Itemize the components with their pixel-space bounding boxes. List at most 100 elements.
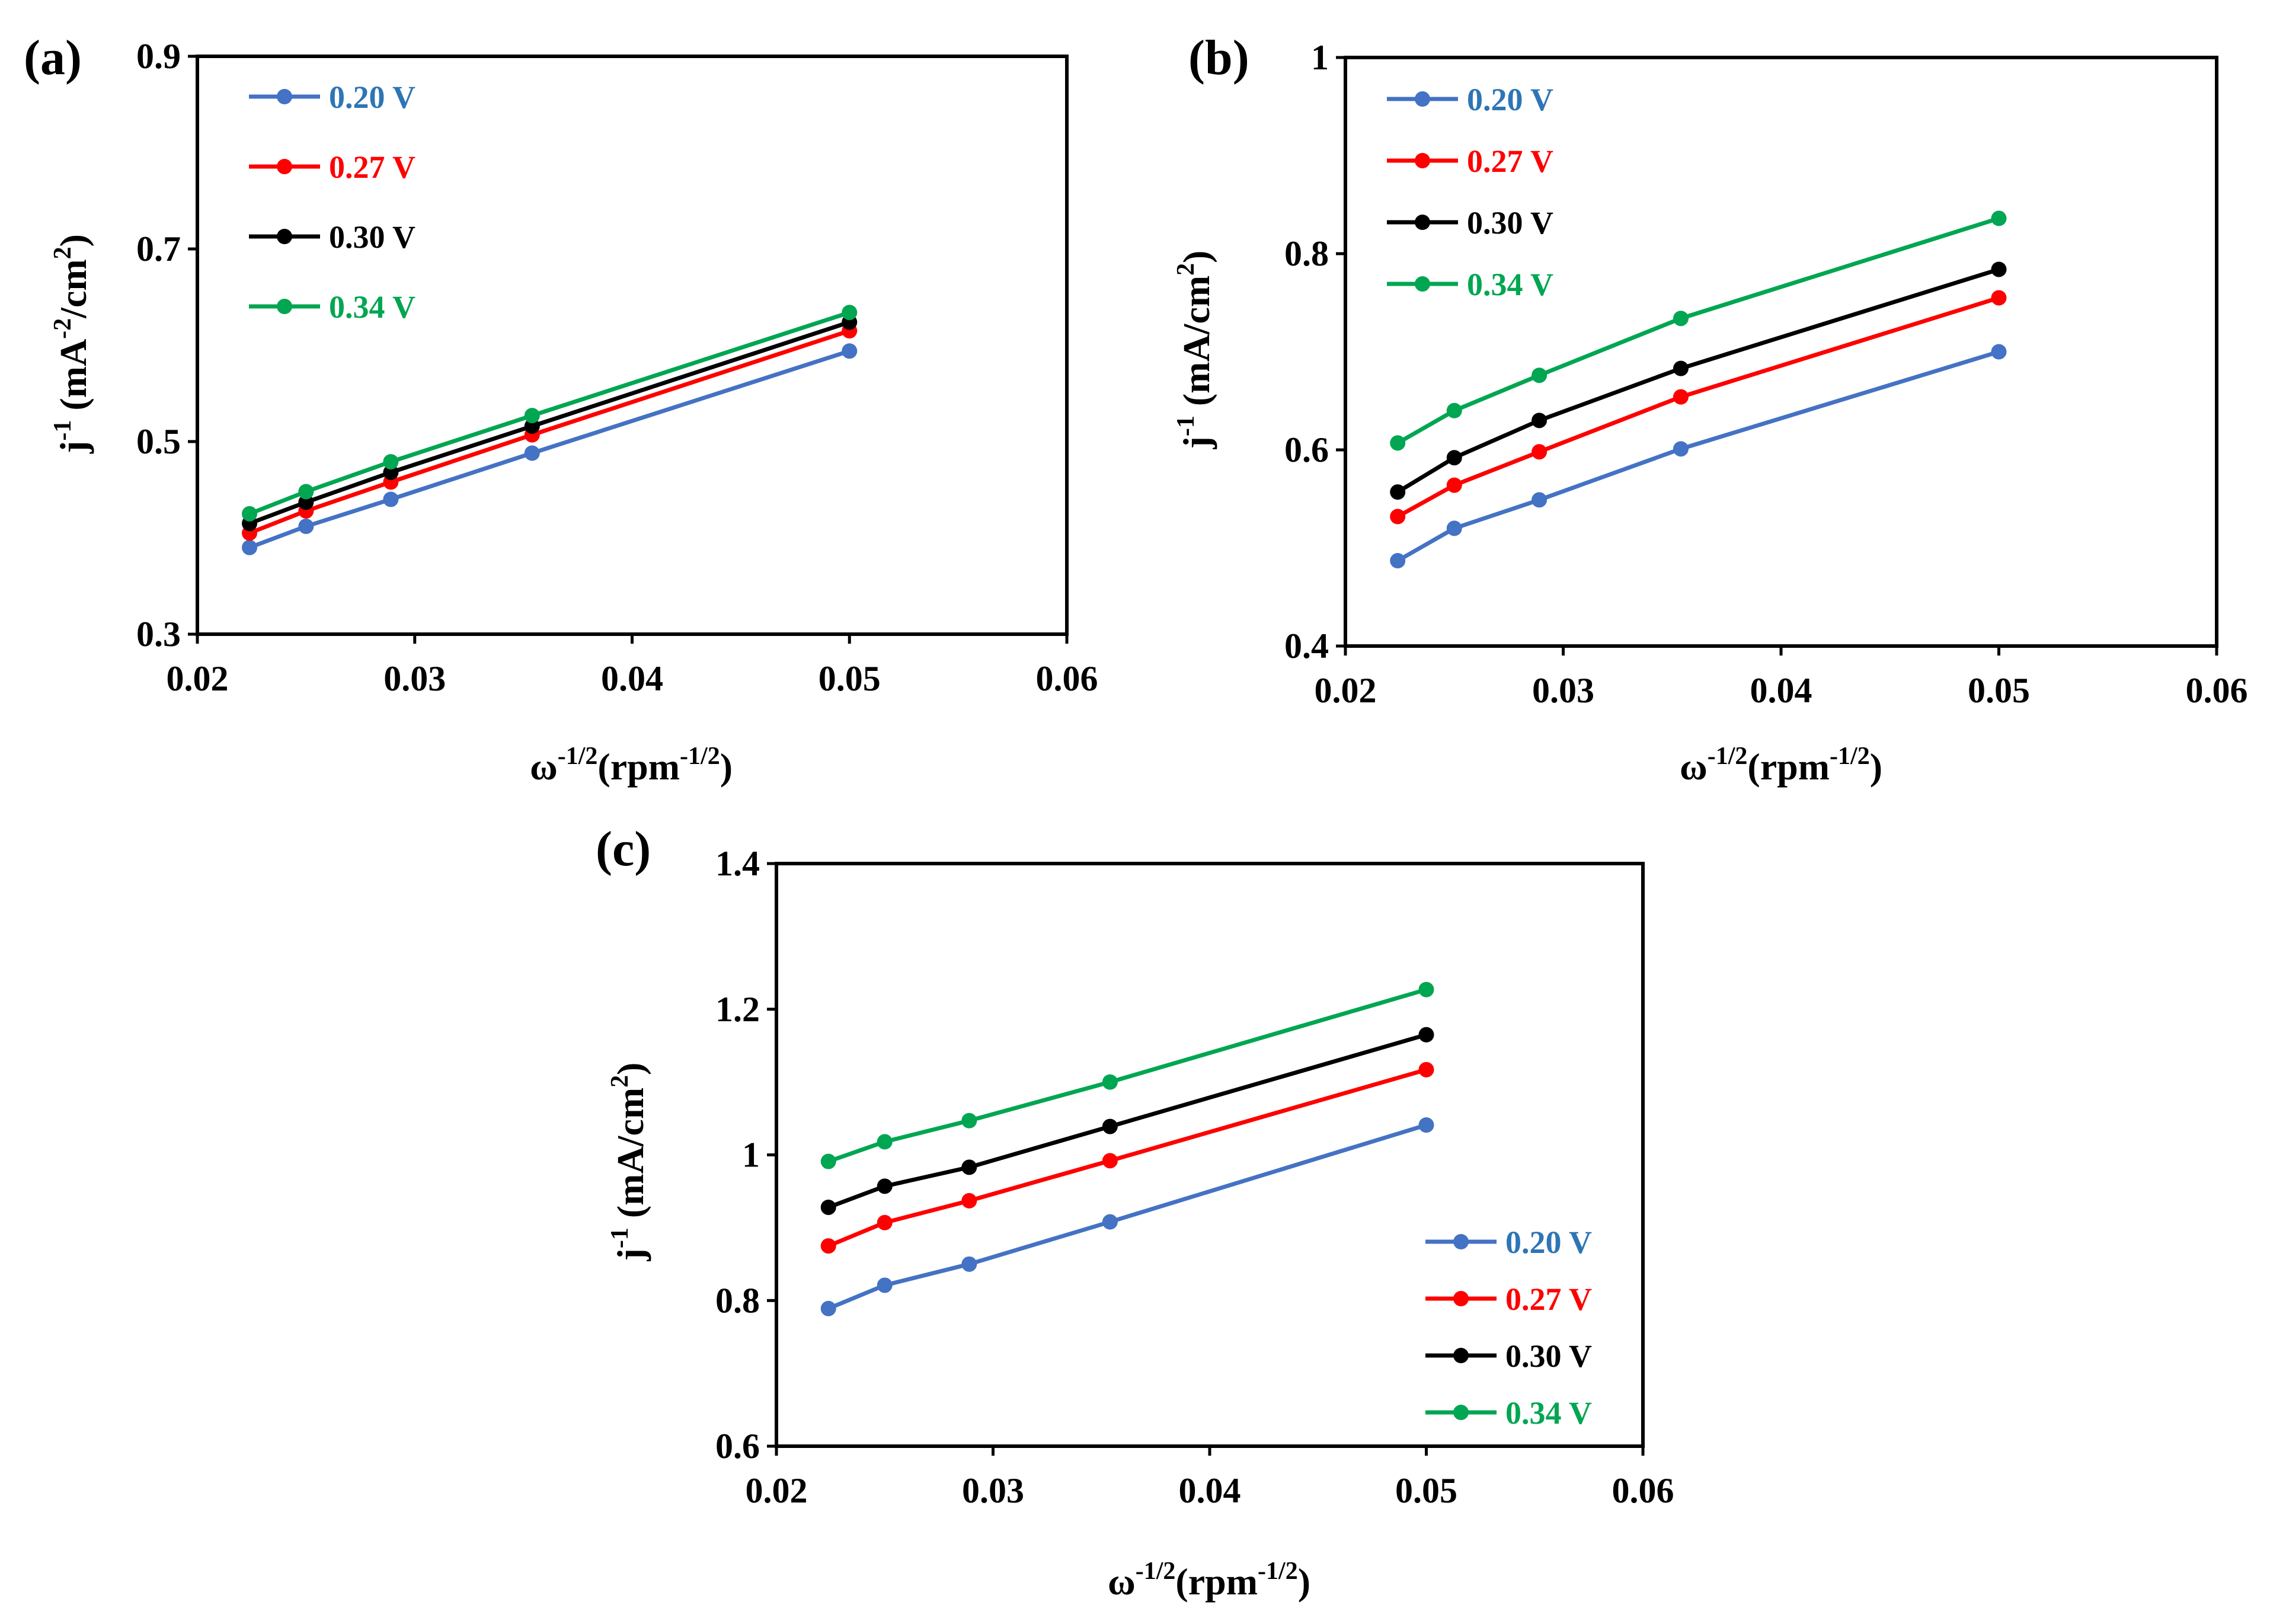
data-point bbox=[1991, 290, 2007, 306]
panel-label: (c) bbox=[596, 821, 651, 877]
data-point bbox=[1102, 1214, 1118, 1230]
x-tick-label: 0.03 bbox=[1532, 671, 1594, 710]
data-point bbox=[961, 1193, 977, 1209]
y-tick-label: 0.6 bbox=[1284, 430, 1329, 469]
data-point bbox=[298, 484, 314, 500]
x-tick-label: 0.02 bbox=[1315, 671, 1377, 710]
data-point bbox=[1532, 413, 1548, 429]
data-point bbox=[1390, 484, 1406, 500]
legend-label: 0.27 V bbox=[329, 149, 415, 185]
data-point bbox=[877, 1178, 893, 1194]
series-line-3 bbox=[827, 987, 1427, 1163]
x-tick-label: 0.06 bbox=[2186, 671, 2248, 710]
data-point bbox=[383, 465, 399, 480]
series-line-3 bbox=[248, 310, 851, 516]
legend-marker bbox=[1415, 215, 1430, 230]
legend-marker bbox=[277, 89, 292, 104]
legend-label: 0.30 V bbox=[329, 219, 415, 255]
data-point bbox=[842, 305, 858, 321]
data-point bbox=[820, 1199, 836, 1215]
data-point bbox=[1418, 1027, 1434, 1043]
legend-marker bbox=[277, 299, 292, 314]
data-point bbox=[820, 1238, 836, 1254]
x-tick-label: 0.06 bbox=[1036, 659, 1098, 698]
data-point bbox=[1390, 509, 1406, 525]
x-tick-label: 0.02 bbox=[746, 1471, 808, 1510]
data-point bbox=[1532, 367, 1548, 383]
data-point bbox=[961, 1112, 977, 1129]
data-point bbox=[1390, 553, 1406, 569]
legend-label: 0.30 V bbox=[1505, 1338, 1592, 1374]
data-point bbox=[1673, 441, 1689, 457]
data-point bbox=[1446, 450, 1462, 466]
y-tick-label: 0.3 bbox=[136, 615, 181, 654]
data-point bbox=[1673, 311, 1689, 327]
data-point bbox=[242, 539, 258, 555]
data-point bbox=[842, 343, 858, 359]
data-point bbox=[298, 519, 314, 534]
data-point bbox=[1532, 444, 1548, 460]
legend-label: 0.34 V bbox=[1505, 1395, 1592, 1431]
data-point bbox=[524, 408, 540, 424]
data-point bbox=[877, 1277, 893, 1293]
legend-label: 0.20 V bbox=[1467, 82, 1553, 117]
x-axis-title: ω-1/2(rpm-1/2) bbox=[1680, 743, 1882, 788]
data-point bbox=[1446, 402, 1462, 418]
series-line-0 bbox=[1396, 350, 2000, 563]
series-line-0 bbox=[827, 1123, 1427, 1311]
panel-label: (b) bbox=[1188, 30, 1249, 85]
x-tick-label: 0.02 bbox=[167, 659, 229, 698]
chart-panel-2: 0.6 0.8 1 1.2 1.4 0.02 0.03 0.04 0.05 0.06 0.20 V 0… bbox=[596, 821, 1674, 1603]
series-line-2 bbox=[248, 320, 851, 526]
x-axis-title: ω-1/2(rpm-1/2) bbox=[530, 743, 733, 788]
data-point bbox=[1673, 360, 1689, 376]
legend-marker bbox=[277, 229, 292, 244]
y-tick-label: 1.2 bbox=[715, 990, 760, 1029]
legend-marker bbox=[1453, 1405, 1469, 1420]
data-point bbox=[1991, 261, 2007, 277]
series-line-0 bbox=[248, 349, 851, 550]
y-tick-label: 0.5 bbox=[136, 422, 181, 461]
y-tick-label: 1 bbox=[1311, 38, 1329, 77]
chart-panel-0: 0.3 0.5 0.7 0.9 0.02 0.03 0.04 0.05 0.06 0.20 V 0.… bbox=[24, 30, 1098, 788]
plot-frame bbox=[196, 55, 1069, 636]
series-line-2 bbox=[827, 1032, 1427, 1210]
legend-marker bbox=[1415, 91, 1430, 107]
y-tick-label: 0.7 bbox=[136, 229, 181, 268]
data-point bbox=[298, 494, 314, 510]
legend-label: 0.27 V bbox=[1467, 143, 1553, 179]
y-tick-label: 0.4 bbox=[1284, 626, 1329, 666]
legend-label: 0.20 V bbox=[329, 79, 415, 115]
legend-marker bbox=[1453, 1348, 1469, 1363]
y-tick-label: 0.8 bbox=[715, 1281, 760, 1320]
data-point bbox=[524, 418, 540, 434]
x-tick-label: 0.04 bbox=[1179, 1471, 1241, 1510]
legend-label: 0.34 V bbox=[329, 289, 415, 325]
legend-marker bbox=[277, 159, 292, 174]
legend-marker bbox=[1453, 1291, 1469, 1306]
data-point bbox=[1102, 1153, 1118, 1169]
data-point bbox=[877, 1214, 893, 1230]
series-line-1 bbox=[1396, 296, 2000, 519]
x-tick-label: 0.05 bbox=[819, 659, 881, 698]
data-point bbox=[1102, 1074, 1118, 1090]
data-point bbox=[1446, 520, 1462, 536]
data-point bbox=[383, 491, 399, 507]
legend-label: 0.27 V bbox=[1505, 1281, 1592, 1317]
legend-label: 0.34 V bbox=[1467, 267, 1553, 302]
data-point bbox=[820, 1153, 836, 1169]
y-tick-label: 0.6 bbox=[715, 1427, 760, 1466]
data-point bbox=[1390, 435, 1406, 451]
data-point bbox=[1532, 492, 1548, 508]
x-tick-label: 0.05 bbox=[1968, 671, 2030, 710]
data-point bbox=[1991, 344, 2007, 360]
data-point bbox=[961, 1159, 977, 1175]
data-point bbox=[1418, 982, 1434, 998]
legend-marker bbox=[1453, 1234, 1469, 1249]
series-line-1 bbox=[248, 328, 851, 535]
series-line-1 bbox=[827, 1067, 1427, 1248]
x-axis-title: ω-1/2(rpm-1/2) bbox=[1108, 1558, 1310, 1603]
y-axis-title: j-1 (mA/cm2) bbox=[1172, 251, 1217, 450]
x-tick-label: 0.03 bbox=[383, 659, 446, 698]
